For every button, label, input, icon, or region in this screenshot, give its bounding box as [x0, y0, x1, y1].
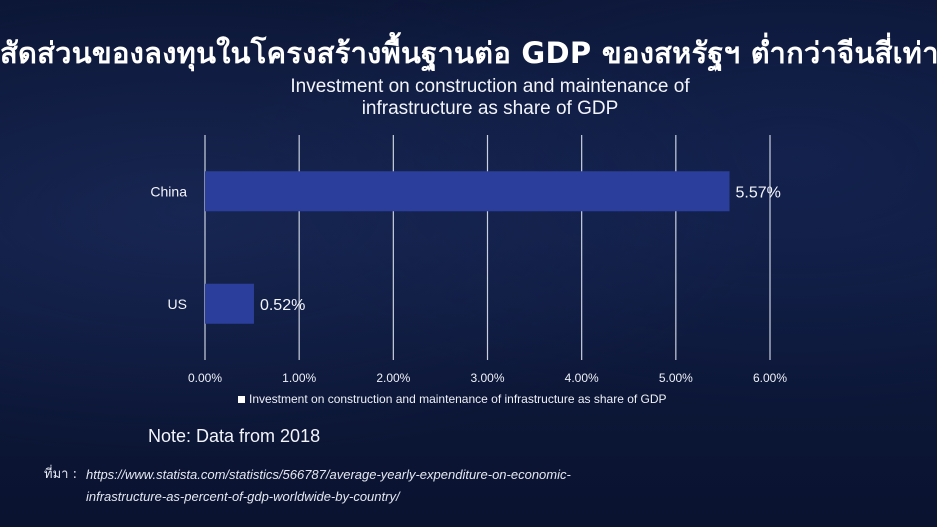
legend-label: Investment on construction and maintenan…: [249, 392, 667, 406]
data-note: Note: Data from 2018: [148, 426, 321, 446]
x-tick-label: 3.00%: [470, 371, 504, 385]
legend-swatch: [238, 395, 245, 403]
source-url[interactable]: https://www.statista.com/statistics/5667…: [86, 464, 646, 508]
chart-title-line-2: infrastructure as share of GDP: [361, 98, 619, 119]
x-tick-label: 1.00%: [282, 371, 316, 385]
chart-title-line-1: Investment on construction and maintenan…: [290, 76, 690, 97]
bar: [205, 171, 730, 212]
data-label: 0.52%: [260, 297, 305, 314]
source-url-line-2[interactable]: infrastructure-as-percent-of-gdp-worldwi…: [86, 489, 400, 504]
headline-thai: สัดส่วนของลงทุนในโครงสร้างพื้นฐานต่อ GDP…: [0, 36, 937, 70]
x-tick-label: 2.00%: [376, 371, 410, 385]
chart-legend: Investment on construction and maintenan…: [238, 392, 667, 406]
x-tick-label: 5.00%: [659, 371, 693, 385]
category-label: China: [150, 183, 187, 199]
bar: [205, 283, 254, 324]
x-tick-label: 0.00%: [188, 371, 222, 385]
data-label: 5.57%: [736, 184, 781, 201]
x-tick-label: 4.00%: [565, 371, 599, 385]
category-label: US: [168, 296, 187, 312]
source-url-line-1[interactable]: https://www.statista.com/statistics/5667…: [86, 467, 571, 482]
source-label: ที่มา :: [44, 467, 77, 482]
x-tick-label: 6.00%: [753, 371, 787, 385]
